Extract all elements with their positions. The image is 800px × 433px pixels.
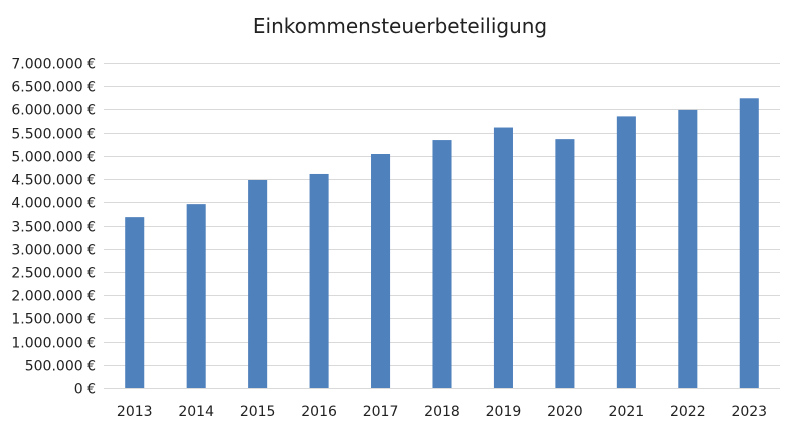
bar-2019	[493, 127, 513, 389]
bar-2015	[248, 180, 268, 388]
bar-2020	[555, 139, 575, 388]
y-axis-labels: 0 € 500.000 € 1.000.000 € 1.500.000 € 2.000.…	[11, 57, 96, 398]
x-tick-label: 2019	[486, 404, 522, 420]
x-axis-labels: 2013 2014 2015 2016 2017 2018 2019 2020 2021 2022…	[117, 404, 767, 420]
bar-2021	[616, 116, 636, 389]
y-tick-label: 5.500.000 €	[11, 127, 96, 143]
y-tick-label: 6.500.000 €	[11, 80, 96, 96]
bar-2014	[186, 204, 206, 388]
x-tick-label: 2017	[363, 404, 399, 420]
bar-2023	[739, 98, 759, 389]
y-tick-label: 1.000.000 €	[11, 336, 96, 352]
y-tick-label: 3.500.000 €	[11, 220, 96, 236]
y-tick-label: 0 €	[74, 382, 96, 398]
chart-title: Einkommensteuerbeteiligung	[252, 14, 548, 38]
y-tick-label: 500.000 €	[25, 359, 96, 375]
bar-2017	[371, 154, 391, 388]
y-tick-label: 2.000.000 €	[11, 289, 96, 305]
x-tick-label: 2023	[731, 404, 767, 420]
bar-2016	[309, 173, 329, 388]
bar-2018	[432, 140, 452, 388]
bar-2022	[678, 109, 698, 389]
y-tick-label: 4.000.000 €	[11, 196, 96, 212]
y-tick-label: 5.000.000 €	[11, 150, 96, 166]
x-tick-label: 2021	[609, 404, 645, 420]
y-tick-label: 1.500.000 €	[11, 312, 96, 328]
y-tick-label: 2.500.000 €	[11, 266, 96, 282]
y-tick-label: 6.000.000 €	[11, 103, 96, 119]
bars	[125, 98, 759, 389]
x-tick-label: 2015	[240, 404, 276, 420]
x-tick-label: 2014	[178, 404, 214, 420]
x-tick-label: 2018	[424, 404, 460, 420]
y-tick-label: 3.000.000 €	[11, 243, 96, 259]
bar-2013	[125, 217, 145, 388]
x-tick-label: 2022	[670, 404, 706, 420]
y-tick-label: 7.000.000 €	[11, 57, 96, 73]
y-tick-label: 4.500.000 €	[11, 173, 96, 189]
x-tick-label: 2016	[301, 404, 337, 420]
x-tick-label: 2013	[117, 404, 153, 420]
x-tick-label: 2020	[547, 404, 583, 420]
